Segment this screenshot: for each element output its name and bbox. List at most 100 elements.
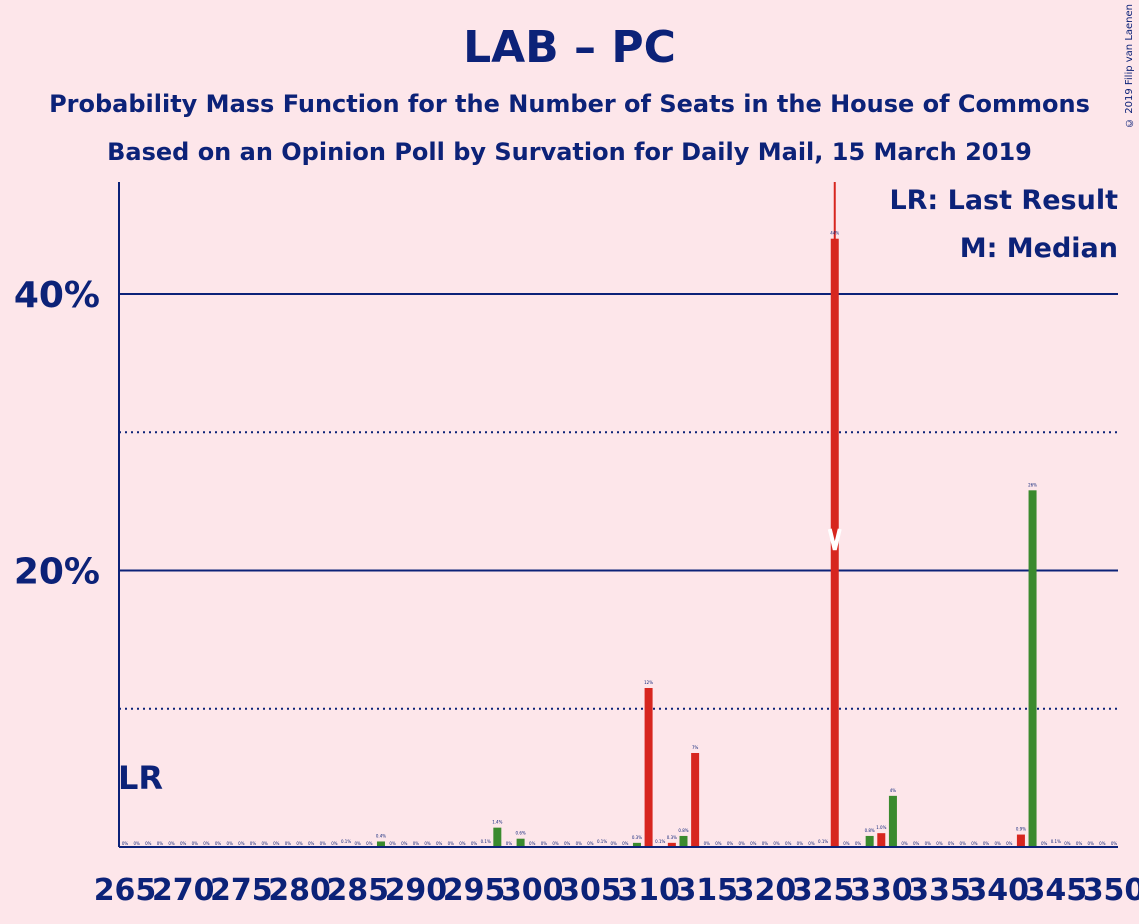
bar-310 [644, 688, 653, 847]
data-label-330: 1.0% [876, 825, 886, 830]
x-tick-330: 330 [850, 873, 913, 908]
x-tick-265: 265 [94, 873, 157, 908]
median-marker [827, 528, 842, 551]
legend-median: M: Median [960, 233, 1118, 264]
data-label-zero-293: 0% [448, 841, 455, 846]
x-tick-290: 290 [385, 873, 448, 908]
data-label-zero-266: 0% [133, 841, 140, 846]
data-label-zero-280: 0% [296, 841, 303, 846]
chart-subtitle-2: Based on an Opinion Poll by Survation fo… [107, 138, 1032, 166]
x-tick-280: 280 [268, 873, 331, 908]
grid-lines [119, 293, 1118, 710]
bar-297 [493, 827, 502, 847]
data-label-309: 0.3% [632, 835, 642, 840]
data-label-zero-285: 0% [355, 841, 362, 846]
data-label-zero-347: 0% [1076, 841, 1083, 846]
legend-last-result: LR: Last Result [889, 185, 1118, 216]
data-label-zero-295: 0% [471, 841, 478, 846]
data-label-zero-344: 0% [1041, 841, 1048, 846]
bar-331 [888, 795, 897, 847]
data-label-zero-316: 0% [715, 841, 722, 846]
data-label-zero-294: 0% [459, 841, 466, 846]
data-label-zero-269: 0% [168, 841, 175, 846]
data-label-zero-274: 0% [227, 841, 234, 846]
data-label-zero-300: 0% [529, 841, 536, 846]
data-label-zero-273: 0% [215, 841, 222, 846]
data-label-zero-265: 0% [122, 841, 129, 846]
chart-title: LAB – PC [463, 22, 676, 73]
data-label-zero-298: 0% [506, 841, 513, 846]
data-label-zero-279: 0% [285, 841, 292, 846]
data-label-zero-348: 0% [1088, 841, 1095, 846]
x-tick-310: 310 [617, 873, 680, 908]
bar-342 [1016, 834, 1025, 847]
data-label-zero-346: 0% [1064, 841, 1071, 846]
data-label-329: 0.8% [865, 828, 875, 833]
bar-314 [691, 752, 700, 847]
data-label-zero-271: 0% [192, 841, 199, 846]
data-label-zero-317: 0% [727, 841, 734, 846]
data-label-zero-288: 0% [389, 841, 396, 846]
data-label-zero-291: 0% [424, 841, 431, 846]
data-labels-group: 12%0.3%7%44%1.0% 0.9%0.4%1.4%0.6%0.3%0.8%… [122, 231, 1118, 846]
bar-312 [667, 842, 676, 847]
bar-329 [865, 835, 874, 847]
data-label-zero-275: 0% [238, 841, 245, 846]
data-label-zero-283: 0% [331, 841, 338, 846]
x-tick-295: 295 [443, 873, 506, 908]
x-tick-350: 350 [1083, 873, 1139, 908]
data-label-zero-315: 0% [704, 841, 711, 846]
data-label-326: 44% [830, 231, 839, 236]
data-label-311: 0.1% [655, 839, 665, 844]
x-tick-300: 300 [501, 873, 564, 908]
data-label-zero-339: 0% [983, 841, 990, 846]
data-label-zero-333: 0% [913, 841, 920, 846]
data-label-325: 0.1% [818, 839, 828, 844]
x-tick-340: 340 [966, 873, 1029, 908]
data-label-284: 0.1% [341, 839, 351, 844]
data-label-zero-350: 0% [1111, 841, 1118, 846]
data-label-297: 1.4% [492, 820, 502, 825]
data-label-zero-349: 0% [1099, 841, 1106, 846]
data-label-331: 4% [890, 788, 897, 793]
data-label-zero-281: 0% [308, 841, 315, 846]
x-tick-275: 275 [210, 873, 273, 908]
bar-330 [877, 833, 886, 847]
x-tick-345: 345 [1025, 873, 1088, 908]
data-label-zero-337: 0% [960, 841, 967, 846]
data-label-296: 0.1% [481, 839, 491, 844]
data-label-zero-282: 0% [320, 841, 327, 846]
data-label-zero-341: 0% [1006, 841, 1013, 846]
data-label-zero-334: 0% [925, 841, 932, 846]
bar-287 [376, 841, 385, 847]
y-tick-40: 40% [14, 275, 100, 316]
data-label-zero-302: 0% [552, 841, 559, 846]
data-label-zero-340: 0% [994, 841, 1001, 846]
data-label-zero-320: 0% [762, 841, 769, 846]
data-label-287: 0.4% [376, 833, 386, 838]
data-label-zero-336: 0% [948, 841, 955, 846]
x-tick-315: 315 [675, 873, 738, 908]
data-label-zero-335: 0% [936, 841, 943, 846]
data-label-zero-276: 0% [250, 841, 257, 846]
data-label-zero-324: 0% [808, 841, 815, 846]
data-label-306: 0.1% [597, 839, 607, 844]
x-tick-285: 285 [326, 873, 389, 908]
chart-subtitle-1: Probability Mass Function for the Number… [49, 90, 1090, 118]
data-label-zero-286: 0% [366, 841, 373, 846]
y-tick-20: 20% [14, 552, 100, 593]
data-label-zero-332: 0% [901, 841, 908, 846]
data-label-zero-328: 0% [855, 841, 862, 846]
data-label-zero-301: 0% [541, 841, 548, 846]
data-label-342: 0.9% [1016, 827, 1026, 832]
data-label-zero-307: 0% [611, 841, 618, 846]
data-label-zero-318: 0% [738, 841, 745, 846]
data-label-zero-270: 0% [180, 841, 187, 846]
bar-343 [1028, 490, 1037, 847]
data-label-zero-290: 0% [413, 841, 420, 846]
data-label-zero-292: 0% [436, 841, 443, 846]
axes-group [118, 182, 1118, 848]
data-label-zero-323: 0% [797, 841, 804, 846]
bar-309 [632, 842, 641, 847]
